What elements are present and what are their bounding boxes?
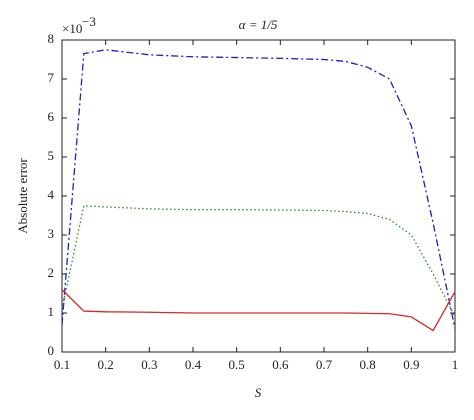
y-tick-label: 8 <box>48 31 55 46</box>
y-tick-label: 7 <box>48 70 55 85</box>
series-line <box>61 49 456 329</box>
plot-frame <box>61 39 456 353</box>
y-tick-label: 1 <box>48 304 55 319</box>
x-tick-label: 0.7 <box>316 357 333 372</box>
y-tick-label: 2 <box>48 265 55 280</box>
series-line <box>61 289 456 332</box>
y-tick-label: 4 <box>48 187 55 202</box>
x-tick-label: 0.2 <box>98 357 114 372</box>
x-tick-label: 0.1 <box>54 357 70 372</box>
y-tick-label: 5 <box>48 148 55 163</box>
x-tick-label: 1 <box>452 357 459 372</box>
x-axis-label: S <box>255 385 262 400</box>
y-axis-label: Absolute error <box>15 158 30 234</box>
y-tick-label: 6 <box>48 109 55 124</box>
chart-title: α = 1/5 <box>239 17 278 32</box>
x-tick-label: 0.9 <box>403 357 419 372</box>
y-tick-label: 0 <box>48 343 55 358</box>
y-multiplier-exponent: −3 <box>82 14 96 29</box>
y-multiplier: ×10 <box>62 21 82 36</box>
x-tick-label: 0.6 <box>272 357 289 372</box>
x-tick-label: 0.8 <box>360 357 376 372</box>
x-tick-label: 0.5 <box>229 357 245 372</box>
series-line <box>61 205 456 318</box>
x-tick-label: 0.3 <box>141 357 157 372</box>
x-tick-label: 0.4 <box>185 357 202 372</box>
y-tick-label: 3 <box>48 226 55 241</box>
